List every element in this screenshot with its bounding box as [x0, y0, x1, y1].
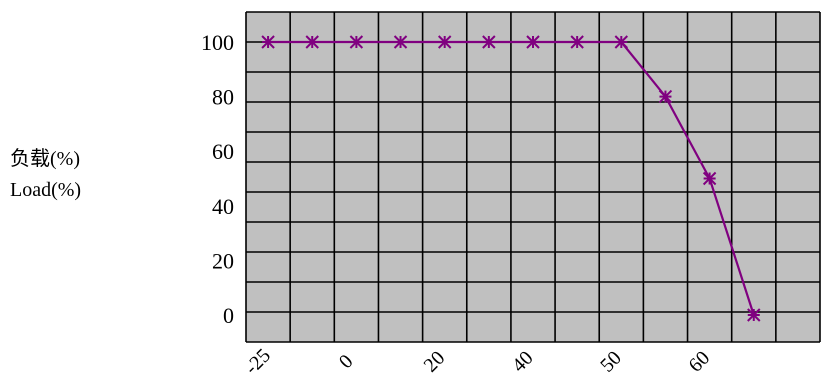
series-line: [268, 40, 755, 316]
y-axis-label-line-en: Load(%): [10, 179, 82, 201]
y-axis-label: 负载(%) Load(%): [10, 144, 81, 206]
data-point-marker: [526, 35, 540, 49]
x-tick-label: 60: [685, 347, 715, 377]
data-point-marker: [570, 35, 584, 49]
y-tick-label: 80: [212, 85, 234, 110]
data-point-marker: [482, 35, 496, 49]
x-tick-label: 50: [596, 347, 626, 377]
y-axis-label-line-cn: 负载(%): [10, 148, 80, 170]
data-point-marker: [349, 35, 364, 49]
y-tick-label: 0: [223, 303, 234, 328]
x-tick-label: 40: [508, 347, 538, 377]
x-tick-label: 20: [420, 347, 450, 377]
data-point-marker: [261, 35, 275, 49]
y-tick-label: 60: [212, 139, 234, 164]
data-point-marker: [437, 35, 452, 49]
data-point-marker: [702, 171, 717, 186]
y-tick-label: 100: [201, 30, 234, 55]
x-tick-label: -25: [241, 345, 275, 379]
data-point-marker: [614, 35, 629, 49]
plot-area: [246, 12, 820, 342]
y-tick-label: 20: [212, 248, 234, 273]
x-tick-label: 0: [335, 350, 358, 373]
data-point-marker: [747, 308, 761, 322]
data-point-marker: [305, 35, 319, 49]
data-point-marker: [658, 89, 673, 104]
data-point-marker: [393, 35, 408, 49]
y-tick-label: 40: [212, 194, 234, 219]
